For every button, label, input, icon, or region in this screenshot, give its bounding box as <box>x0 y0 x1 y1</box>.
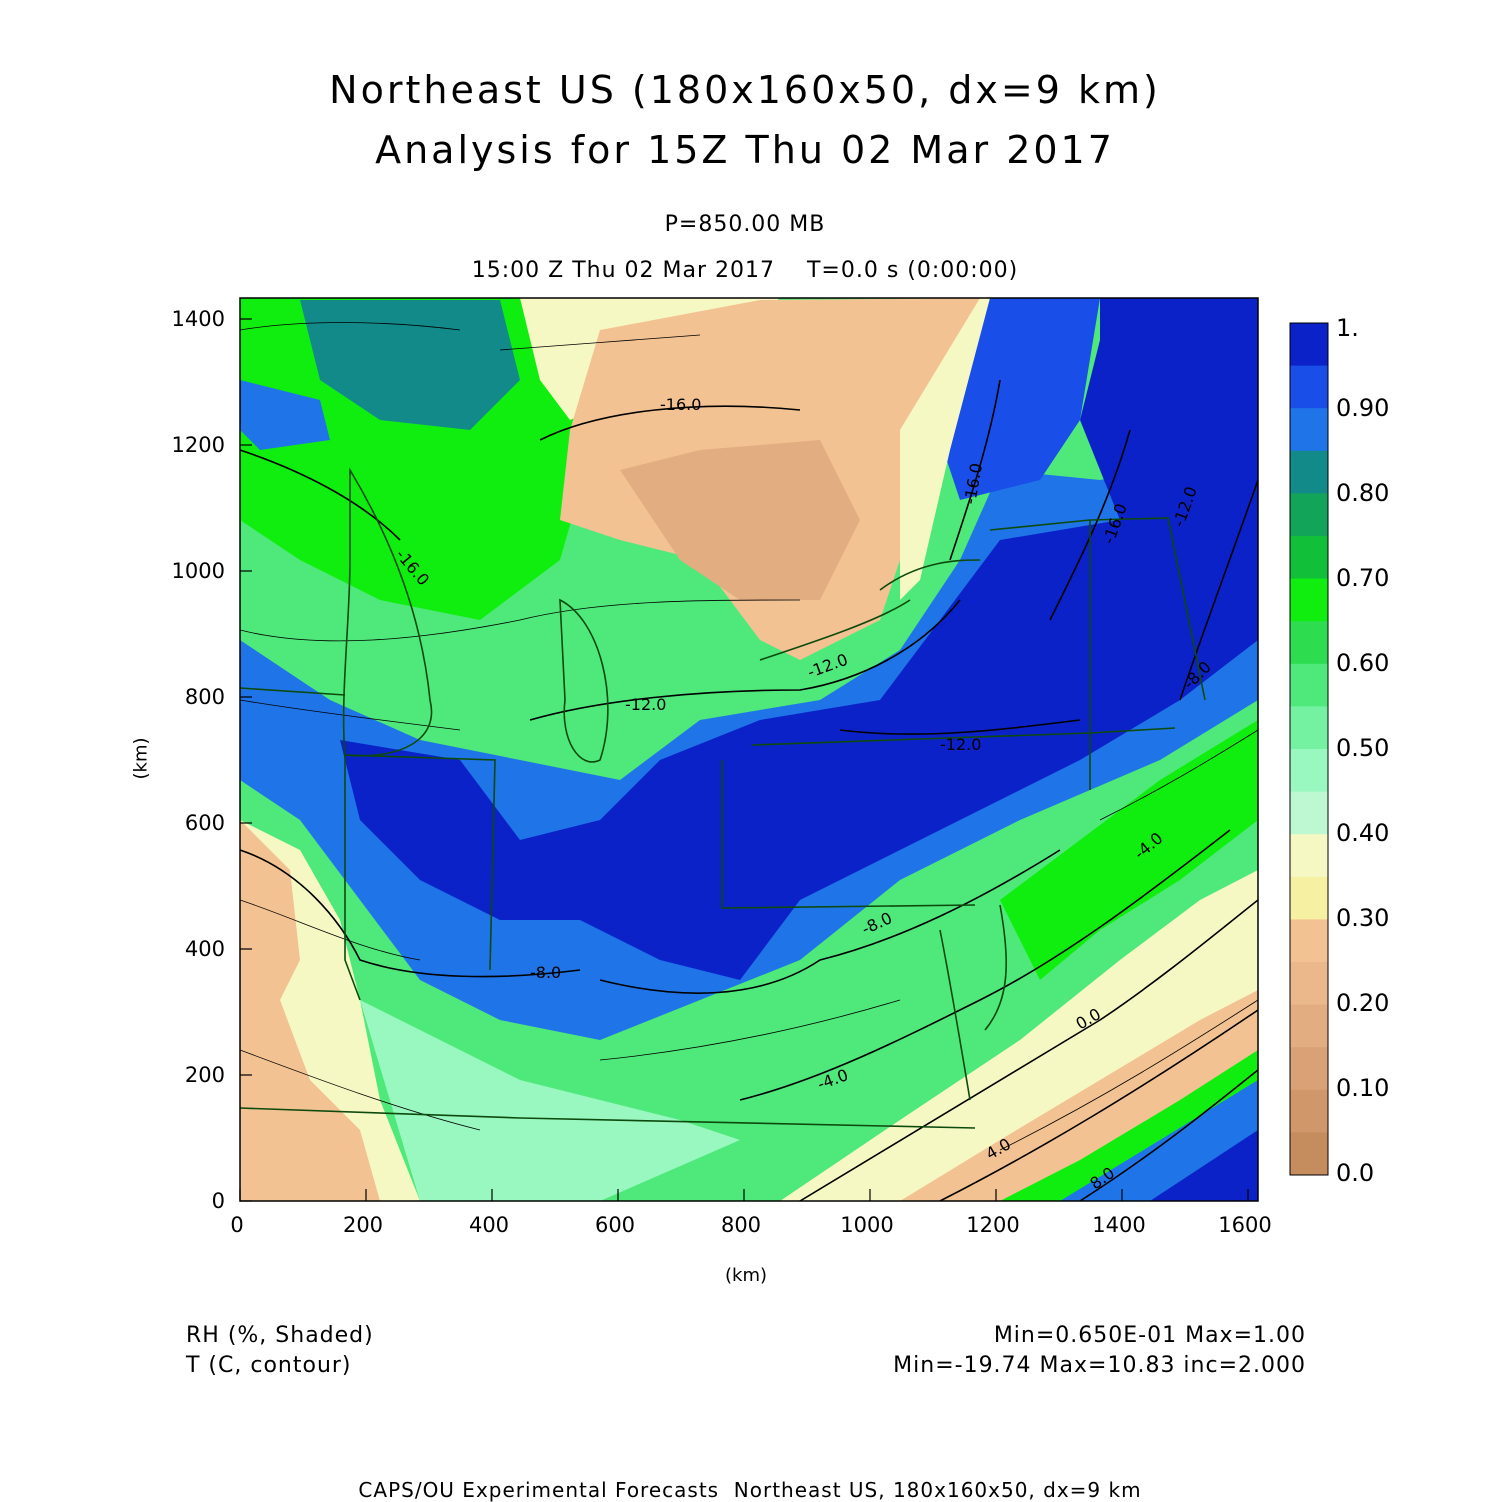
legend-temp-range: Min=-19.74 Max=10.83 inc=2.000 <box>893 1353 1306 1378</box>
colorbar-label: 1. <box>1336 314 1359 342</box>
legend-rh-range: Min=0.650E-01 Max=1.00 <box>993 1323 1306 1348</box>
colorbar-swatch <box>1290 493 1328 537</box>
colorbar-swatch <box>1290 919 1328 963</box>
x-axis-label: (km) <box>725 1265 768 1286</box>
y-tick-label: 800 <box>184 685 225 709</box>
colorbar-swatch <box>1290 876 1328 920</box>
x-tick-label: 200 <box>342 1213 384 1237</box>
x-tick-label: 1600 <box>1218 1213 1272 1237</box>
y-tick-label: 1400 <box>171 307 225 331</box>
colorbar-label: 0.50 <box>1336 734 1390 762</box>
x-tick-label: 800 <box>720 1213 762 1237</box>
political-borders <box>240 467 1206 1129</box>
contour-label: -12.0 <box>940 735 981 754</box>
colorbar-swatch <box>1290 706 1328 750</box>
colorbar-swatch <box>1290 791 1328 835</box>
rh-shading <box>240 298 1258 1201</box>
colorbar-label: 0.40 <box>1336 819 1390 847</box>
contour-label: -16.0 <box>660 395 701 414</box>
y-axis-label: (km) <box>130 737 152 780</box>
valid-time: 15:00 Z Thu 02 Mar 2017 T=0.0 s (0:00:00… <box>471 258 1019 283</box>
legend-rh: RH (%, Shaded) <box>186 1323 374 1348</box>
colorbar-label: 0.20 <box>1336 989 1390 1017</box>
y-tick-label: 1200 <box>171 433 225 457</box>
colorbar-swatch <box>1290 834 1328 878</box>
colorbar-label: 0.10 <box>1336 1074 1390 1102</box>
colorbar <box>1289 322 1329 1176</box>
colorbar-swatch <box>1290 663 1328 707</box>
y-tick-label: 400 <box>184 937 225 961</box>
axis-ticks <box>239 318 1249 1202</box>
plot-frame <box>239 297 1259 1202</box>
colorbar-swatch <box>1290 1004 1328 1048</box>
x-tick-label: 600 <box>594 1213 636 1237</box>
colorbar-swatch <box>1290 749 1328 793</box>
colorbar-label: 0.60 <box>1336 649 1390 677</box>
x-tick-label: 1200 <box>966 1213 1020 1237</box>
x-tick-label: 0 <box>230 1213 244 1237</box>
colorbar-swatch <box>1290 450 1328 494</box>
legend-temp: T (C, contour) <box>186 1353 352 1378</box>
y-tick-label: 0 <box>211 1189 225 1213</box>
colorbar-swatch <box>1290 1132 1328 1176</box>
colorbar-label: 0.30 <box>1336 904 1390 932</box>
colorbar-swatch <box>1290 1047 1328 1091</box>
y-tick-label: 1000 <box>171 559 225 583</box>
colorbar-label: 0.80 <box>1336 479 1390 507</box>
contour-label: -8.0 <box>530 963 561 982</box>
colorbar-swatch <box>1290 578 1328 622</box>
colorbar-label: 0.90 <box>1336 394 1390 422</box>
footer-credit: CAPS/OU Experimental Forecasts Northeast… <box>358 1478 1142 1502</box>
colorbar-swatch <box>1290 408 1328 452</box>
contour-label: -12.0 <box>625 695 666 714</box>
temperature-contours <box>240 379 1258 1201</box>
colorbar-swatch <box>1290 536 1328 580</box>
colorbar-swatch <box>1290 621 1328 665</box>
colorbar-swatch <box>1290 323 1328 367</box>
y-tick-label: 600 <box>184 811 225 835</box>
x-tick-label: 400 <box>468 1213 510 1237</box>
colorbar-swatch <box>1290 365 1328 409</box>
map-title-line1: Northeast US (180x160x50, dx=9 km) <box>329 68 1161 112</box>
map-title-line2: Analysis for 15Z Thu 02 Mar 2017 <box>375 128 1115 172</box>
x-tick-label: 1000 <box>840 1213 894 1237</box>
temperature-contours-thin <box>240 322 1258 1151</box>
colorbar-swatch <box>1290 1089 1328 1133</box>
colorbar-label: 0.0 <box>1336 1159 1375 1187</box>
pressure-level: P=850.00 MB <box>664 212 826 237</box>
colorbar-swatch <box>1290 962 1328 1006</box>
x-tick-label: 1400 <box>1092 1213 1146 1237</box>
colorbar-label: 0.70 <box>1336 564 1390 592</box>
colorbar-frame <box>1289 322 1329 1176</box>
y-tick-label: 200 <box>184 1063 225 1087</box>
